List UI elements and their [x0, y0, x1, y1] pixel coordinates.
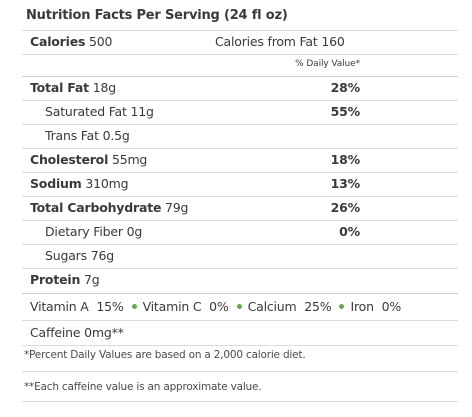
nutrient-row-sodium: Sodium 310mg 13%: [22, 172, 458, 196]
nutrient-pct: 18%: [330, 152, 361, 167]
nutrient-row-sugars: Sugars 76g: [22, 244, 458, 268]
nutrition-title: Nutrition Facts Per Serving (24 fl oz): [26, 8, 288, 23]
nutrient-row-total-carbohydrate: Total Carbohydrate 79g 26%: [22, 196, 458, 220]
bullet-dot-icon: [236, 304, 242, 309]
nutrient-pct: 26%: [330, 200, 361, 215]
calories-label: Calories 500: [30, 34, 113, 49]
nutrient-pct: 28%: [330, 80, 361, 95]
divider: [22, 371, 458, 372]
calories-from-fat: Calories from Fat 160: [215, 34, 345, 49]
nutrient-pct: 0%: [339, 224, 360, 239]
bullet-dot-icon: [339, 304, 345, 309]
calories-row: Calories 500 Calories from Fat 160: [22, 30, 458, 54]
daily-value-header-row: % Daily Value*: [22, 54, 458, 74]
nutrient-row-cholesterol: Cholesterol 55mg 18%: [22, 148, 458, 172]
nutrient-row-total-fat: Total Fat 18g 28%: [22, 76, 458, 100]
footnote-daily-values: *Percent Daily Values are based on a 2,0…: [24, 349, 306, 361]
daily-value-header: % Daily Value*: [295, 59, 360, 69]
divider: [22, 320, 458, 321]
calcium: Calcium 25%: [247, 299, 332, 314]
vitamin-c: Vitamin C 0%: [142, 299, 229, 314]
footnote-caffeine: **Each caffeine value is an approximate …: [24, 381, 262, 393]
vitamins-row: Vitamin A 15% Vitamin C 0% Calcium 25% Iron…: [22, 293, 458, 321]
divider: [22, 401, 458, 402]
nutrient-row-protein: Protein 7g: [22, 268, 458, 292]
vitamin-a: Vitamin A 15%: [30, 299, 124, 314]
caffeine-label: Caffeine 0mg**: [30, 325, 124, 340]
nutrient-pct: 13%: [330, 176, 361, 191]
nutrient-row-dietary-fiber: Dietary Fiber 0g 0%: [22, 220, 458, 244]
bullet-dot-icon: [131, 304, 137, 309]
nutrient-row-trans-fat: Trans Fat 0.5g: [22, 124, 458, 148]
nutrient-pct: 55%: [330, 104, 361, 119]
nutrient-row-saturated-fat: Saturated Fat 11g 55%: [22, 100, 458, 124]
iron: Iron 0%: [350, 299, 402, 314]
divider: [22, 345, 458, 346]
